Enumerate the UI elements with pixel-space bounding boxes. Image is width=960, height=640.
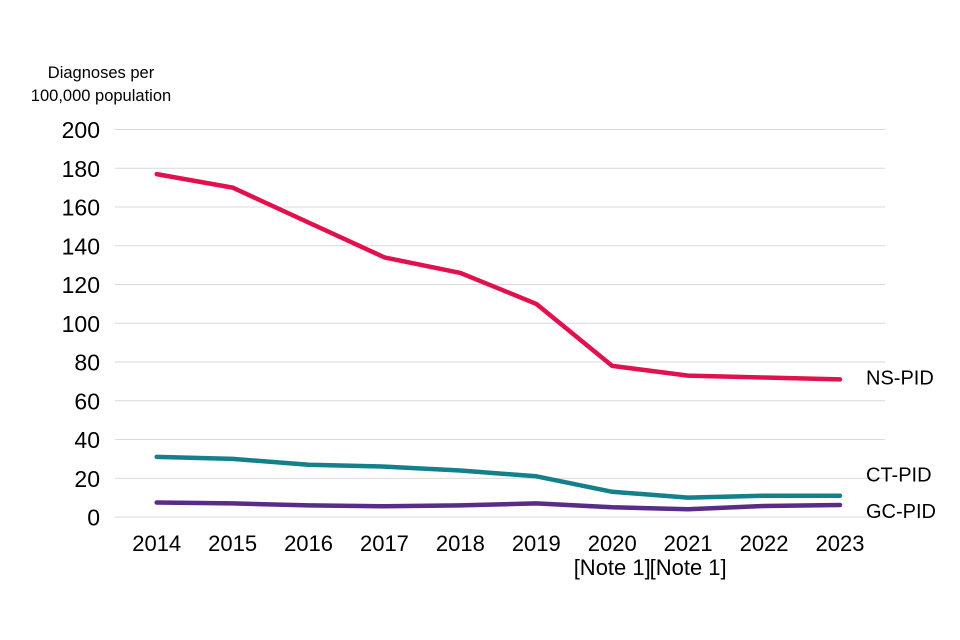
gridlines (115, 129, 885, 518)
x-axis-labels: 2014 2015 2016 2017 2018 2019 2020[Note 1]2021… (132, 531, 864, 580)
x-tick-label: 2015 (208, 531, 257, 556)
series-label-ns-pid: NS-PID (866, 367, 934, 389)
y-tick-label: 40 (74, 427, 100, 453)
x-tick-label: 2016 (284, 531, 333, 556)
x-tick-label: 2021 (664, 531, 713, 556)
series-label-gc-pid: GC-PID (866, 501, 936, 523)
y-tick-label: 120 (62, 272, 100, 298)
x-tick-label: 2017 (360, 531, 409, 556)
x-tick-label: 2022 (740, 531, 789, 556)
series-lines (154, 171, 843, 512)
y-tick-label: 20 (74, 466, 100, 492)
y-tick-label: 160 (62, 195, 100, 221)
y-tick-label: 0 (87, 505, 100, 531)
x-tick-label: 2020 (588, 531, 637, 556)
series-line-ns-pid (154, 171, 843, 382)
y-tick-label: 80 (74, 350, 100, 376)
series-label-ct-pid: CT-PID (866, 465, 932, 487)
x-tick-label: 2023 (816, 531, 865, 556)
x-tick-label: 2019 (512, 531, 561, 556)
series-line-ct-pid (154, 454, 843, 500)
y-tick-label: 200 (62, 117, 100, 143)
x-tick-note: [Note 1] (650, 555, 727, 580)
y-tick-label: 180 (62, 156, 100, 182)
y-tick-label: 60 (74, 388, 100, 414)
x-tick-label: 2018 (436, 531, 485, 556)
y-axis-tick-labels: 0 20 40 60 80 100 120 140 160 180 200 (62, 117, 100, 531)
y-tick-label: 100 (62, 311, 100, 337)
x-tick-note: [Note 1] (574, 555, 651, 580)
y-axis-title: Diagnoses per 100,000 population (30, 64, 172, 105)
series-line-gc-pid (154, 500, 843, 512)
y-tick-label: 140 (62, 233, 100, 259)
series-labels: NS-PID CT-PID GC-PID (866, 367, 936, 523)
x-tick-label: 2014 (132, 531, 181, 556)
